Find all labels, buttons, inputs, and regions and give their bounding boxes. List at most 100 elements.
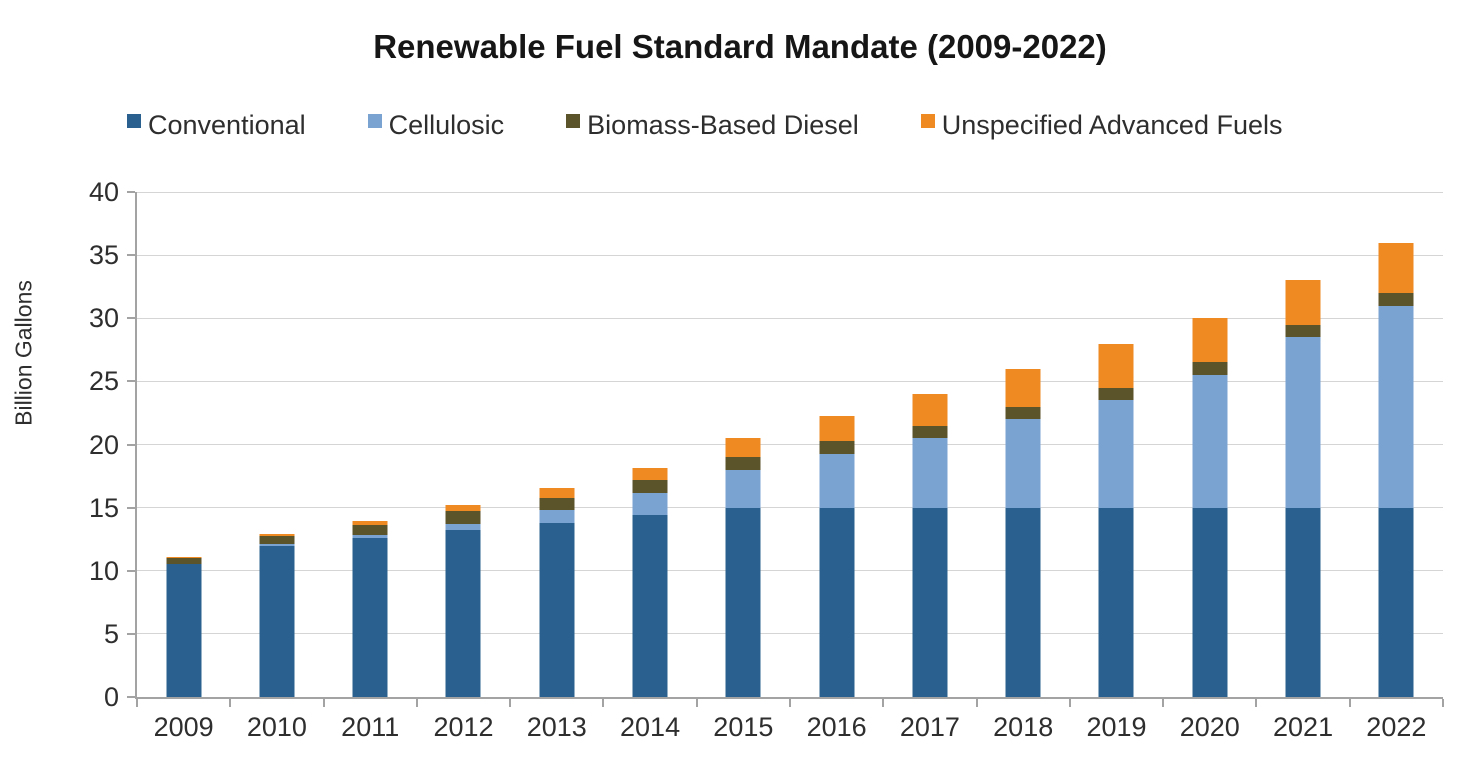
- y-tick-mark: [127, 317, 135, 320]
- segment-biomass-based-diesel: [352, 524, 388, 535]
- y-tick-mark: [127, 632, 135, 635]
- segment-cellulosic: [1378, 305, 1414, 508]
- segment-cellulosic: [1005, 419, 1041, 508]
- legend-label: Biomass-Based Diesel: [587, 110, 859, 140]
- bar-2017: [883, 192, 976, 697]
- legend-item-conventional: Conventional: [127, 110, 306, 141]
- segment-conventional: [445, 530, 481, 697]
- bar-2011: [324, 192, 417, 697]
- x-tick-mark: [322, 699, 325, 707]
- y-tick-label: 25: [88, 366, 119, 397]
- plot-area: [135, 191, 1443, 699]
- x-tick-mark: [602, 699, 605, 707]
- bar-2020: [1163, 192, 1256, 697]
- legend-swatch-icon: [920, 113, 935, 128]
- segment-biomass-based-diesel: [1285, 324, 1321, 338]
- gridline-10: [137, 570, 1443, 572]
- segment-conventional: [725, 507, 761, 697]
- segment-biomass-based-diesel: [632, 480, 668, 494]
- segment-unspecified-advanced-fuels: [166, 556, 202, 559]
- x-tick-label: 2019: [1086, 712, 1147, 742]
- segment-unspecified-advanced-fuels: [445, 505, 481, 512]
- x-tick-label: 2015: [713, 712, 774, 742]
- x-tick-label: 2021: [1273, 712, 1334, 742]
- segment-biomass-based-diesel: [1005, 406, 1041, 420]
- segment-conventional: [1098, 507, 1134, 697]
- x-tick-mark: [1255, 699, 1258, 707]
- segment-unspecified-advanced-fuels: [1098, 343, 1134, 388]
- y-tick-label: 5: [103, 618, 119, 649]
- gridline-35: [137, 254, 1443, 256]
- x-tick-label: 2020: [1179, 712, 1240, 742]
- legend-label: Conventional: [148, 110, 306, 140]
- segment-conventional: [819, 507, 855, 697]
- segment-conventional: [352, 537, 388, 697]
- segment-biomass-based-diesel: [1378, 293, 1414, 306]
- segment-conventional: [1192, 507, 1228, 697]
- segment-biomass-based-diesel: [166, 558, 202, 565]
- segment-biomass-based-diesel: [1098, 387, 1134, 401]
- gridline-30: [137, 317, 1443, 319]
- segment-conventional: [632, 515, 668, 697]
- x-tick-mark: [415, 699, 418, 707]
- x-tick-mark: [975, 699, 978, 707]
- x-tick-label: 2022: [1366, 712, 1427, 742]
- segment-cellulosic: [912, 438, 948, 508]
- segment-unspecified-advanced-fuels: [539, 488, 575, 498]
- y-tick-mark: [127, 696, 135, 698]
- x-tick-mark: [509, 699, 512, 707]
- chart-title: Renewable Fuel Standard Mandate (2009-20…: [373, 28, 1107, 65]
- x-tick-label: 2013: [526, 712, 587, 742]
- y-tick-label: 15: [88, 492, 119, 523]
- segment-conventional: [1285, 507, 1321, 697]
- x-tick-label: 2011: [341, 712, 400, 742]
- segment-cellulosic: [445, 524, 481, 531]
- y-tick-mark: [127, 191, 135, 193]
- segment-conventional: [1378, 507, 1414, 697]
- segment-conventional: [166, 564, 202, 697]
- segment-cellulosic: [632, 493, 668, 516]
- segment-conventional: [912, 507, 948, 697]
- segment-cellulosic: [819, 453, 855, 508]
- legend-swatch-icon: [566, 113, 581, 128]
- segment-cellulosic: [1098, 400, 1134, 508]
- segment-unspecified-advanced-fuels: [819, 416, 855, 442]
- bar-2015: [697, 192, 790, 697]
- x-tick-mark: [1162, 699, 1165, 707]
- segment-cellulosic: [352, 534, 388, 538]
- y-tick-mark: [127, 569, 135, 572]
- bar-2014: [603, 192, 696, 697]
- y-tick-label: 40: [88, 177, 119, 207]
- x-tick-label: 2016: [806, 712, 867, 742]
- gridline-20: [137, 444, 1443, 445]
- legend-item-cellulosic: Cellulosic: [367, 110, 504, 141]
- y-tick-mark: [127, 254, 135, 257]
- bar-2013: [510, 192, 603, 697]
- segment-conventional: [539, 522, 575, 697]
- x-tick-mark: [789, 699, 791, 707]
- segment-unspecified-advanced-fuels: [1005, 368, 1041, 407]
- x-tick-label: 2017: [899, 712, 960, 742]
- bar-2012: [417, 192, 510, 697]
- y-tick-label: 0: [103, 682, 119, 712]
- bar-2016: [790, 192, 883, 697]
- segment-cellulosic: [725, 469, 761, 508]
- segment-biomass-based-diesel: [445, 511, 481, 525]
- legend-swatch-icon: [367, 113, 382, 128]
- segment-unspecified-advanced-fuels: [632, 467, 668, 481]
- y-tick-label: 30: [88, 303, 119, 334]
- segment-biomass-based-diesel: [819, 441, 855, 454]
- legend-item-biomass-based-diesel: Biomass-Based Diesel: [566, 110, 859, 141]
- x-tick-mark: [229, 699, 232, 707]
- y-tick-label: 35: [88, 240, 119, 271]
- segment-unspecified-advanced-fuels: [352, 520, 388, 525]
- segment-unspecified-advanced-fuels: [725, 438, 761, 458]
- x-tick-mark: [136, 699, 138, 707]
- segment-conventional: [1005, 507, 1041, 697]
- legend-item-unspecified-advanced-fuels: Unspecified Advanced Fuels: [920, 110, 1283, 141]
- x-tick-mark: [695, 699, 698, 707]
- legend-swatch-icon: [127, 113, 141, 128]
- bar-2009: [137, 192, 230, 697]
- legend-label: Unspecified Advanced Fuels: [941, 110, 1283, 140]
